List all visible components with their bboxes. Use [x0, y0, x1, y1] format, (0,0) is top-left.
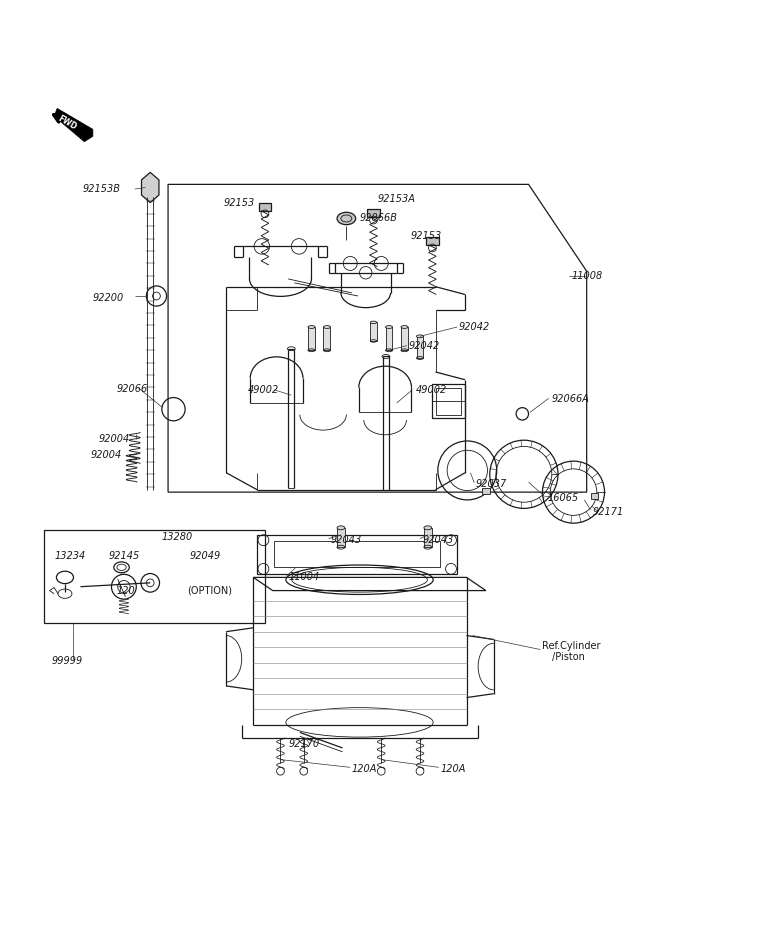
Ellipse shape	[337, 525, 345, 530]
Text: 16065: 16065	[547, 493, 578, 502]
Polygon shape	[142, 172, 159, 203]
Text: 92066: 92066	[116, 384, 147, 394]
Ellipse shape	[341, 215, 352, 222]
Ellipse shape	[370, 321, 377, 324]
Text: (OPTION): (OPTION)	[187, 586, 233, 595]
Bar	[337, 528, 345, 547]
Text: 92004: 92004	[98, 433, 130, 444]
Bar	[433, 384, 465, 418]
Text: 92170: 92170	[288, 739, 320, 749]
Text: 99999: 99999	[52, 657, 83, 666]
Text: 11004: 11004	[288, 572, 320, 582]
Bar	[591, 493, 598, 499]
Text: 92042: 92042	[459, 322, 490, 332]
Ellipse shape	[324, 326, 331, 328]
Bar	[44, 530, 265, 623]
Text: 92037: 92037	[476, 479, 507, 489]
Bar	[324, 327, 331, 351]
Bar	[426, 237, 439, 245]
Ellipse shape	[401, 326, 408, 328]
Bar	[386, 327, 392, 351]
Text: Ref.Cylinder: Ref.Cylinder	[542, 641, 601, 651]
Ellipse shape	[424, 525, 432, 530]
Bar	[308, 327, 315, 351]
Bar	[367, 209, 380, 217]
Text: 92042: 92042	[408, 340, 440, 351]
Text: /Piston: /Piston	[552, 652, 585, 662]
Text: 92153A: 92153A	[377, 194, 415, 204]
Bar	[370, 323, 377, 341]
Bar	[258, 535, 457, 574]
Text: 120: 120	[116, 586, 135, 595]
Text: 49002: 49002	[416, 385, 447, 395]
Polygon shape	[54, 109, 93, 141]
Text: 92066A: 92066A	[552, 394, 590, 405]
Text: 92153: 92153	[224, 198, 255, 208]
Bar	[424, 528, 432, 547]
Ellipse shape	[337, 212, 356, 225]
Ellipse shape	[386, 326, 392, 328]
Text: FWD: FWD	[56, 113, 79, 131]
Text: 92066B: 92066B	[359, 214, 398, 223]
Text: 13280: 13280	[162, 532, 193, 542]
Text: 92153: 92153	[411, 231, 442, 241]
Text: 92043: 92043	[422, 535, 454, 545]
Bar	[416, 337, 423, 358]
Ellipse shape	[308, 326, 315, 328]
Text: 92200: 92200	[93, 293, 124, 302]
Text: 120A: 120A	[440, 764, 465, 774]
Bar	[482, 488, 490, 495]
Text: 92171: 92171	[592, 507, 623, 516]
Text: 49002: 49002	[248, 385, 279, 395]
Bar	[259, 203, 272, 211]
Text: 92145: 92145	[108, 551, 139, 562]
Text: 92004: 92004	[90, 450, 122, 460]
Text: 92043: 92043	[331, 535, 362, 545]
Bar	[436, 388, 461, 415]
Text: 11008: 11008	[572, 271, 603, 281]
Text: 92153B: 92153B	[82, 184, 121, 194]
Bar	[401, 327, 408, 351]
Text: 13234: 13234	[54, 551, 86, 562]
Text: 92049: 92049	[190, 551, 221, 562]
Text: 120A: 120A	[352, 764, 377, 774]
Ellipse shape	[416, 335, 423, 338]
Bar	[275, 541, 440, 567]
